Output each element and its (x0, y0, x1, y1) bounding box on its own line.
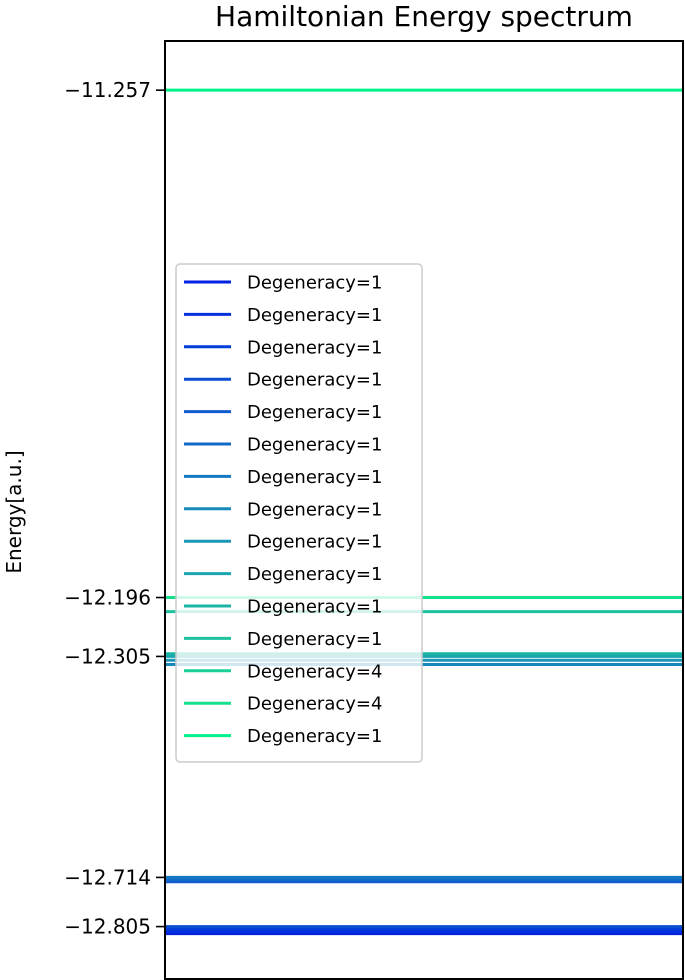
legend-entry-label: Degeneracy=1 (247, 629, 382, 650)
legend-entry-label: Degeneracy=1 (247, 597, 382, 618)
y-axis: −11.257 −12.196 −12.305 −12.714 −12.805 (64, 78, 165, 939)
legend-entry-label: Degeneracy=4 (247, 694, 382, 715)
legend-entry-label: Degeneracy=4 (247, 661, 382, 682)
legend-entry-label: Degeneracy=1 (247, 273, 382, 294)
plot-frame (164, 40, 684, 980)
legend-entry-label: Degeneracy=1 (247, 305, 382, 326)
legend-entry-label: Degeneracy=1 (247, 499, 382, 520)
legend-entry-label: Degeneracy=1 (247, 726, 382, 747)
y-tick-label: −12.805 (64, 915, 151, 939)
legend-entry-label: Degeneracy=1 (247, 402, 382, 423)
y-tick-label: −12.196 (64, 586, 151, 610)
chart-title: Hamiltonian Energy spectrum (215, 0, 633, 33)
legend-entry-label: Degeneracy=1 (247, 564, 382, 585)
y-tick-label: −12.305 (64, 644, 151, 668)
legend-entry-label: Degeneracy=1 (247, 370, 382, 391)
legend-entry-label: Degeneracy=1 (247, 435, 382, 456)
legend-entry-label: Degeneracy=1 (247, 532, 382, 553)
y-axis-label: Energy[a.u.] (2, 450, 26, 573)
legend-box (175, 263, 423, 763)
legend-entry-label: Degeneracy=1 (247, 467, 382, 488)
legend-entry-label: Degeneracy=1 (247, 337, 382, 358)
legend: Degeneracy=1 Degeneracy=1 Degeneracy=1 Dege… (175, 263, 423, 763)
y-tick-label: −12.714 (64, 865, 151, 889)
y-tick-label: −11.257 (64, 78, 151, 102)
